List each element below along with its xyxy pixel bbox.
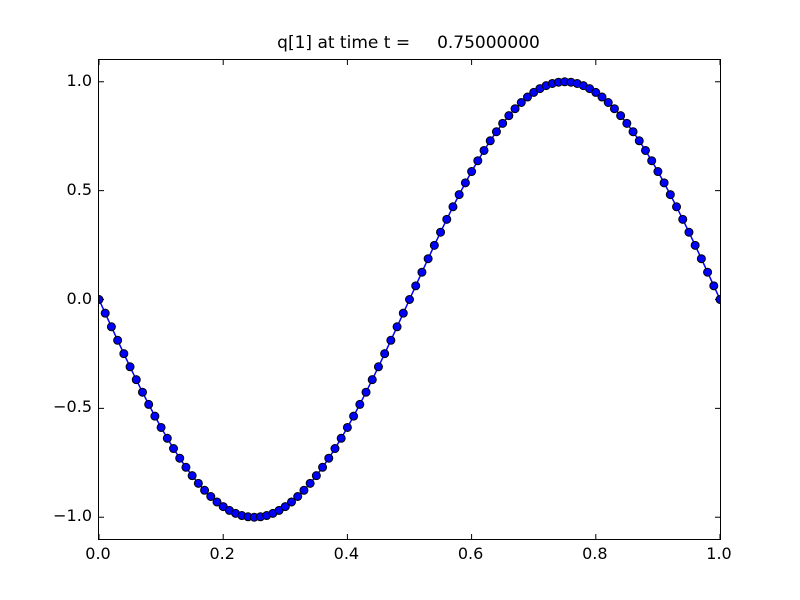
data-point-marker [137, 387, 147, 397]
data-point-marker [423, 254, 433, 264]
data-point-marker [318, 462, 328, 472]
x-tick-label: 0.8 [582, 544, 608, 563]
data-point-marker [287, 497, 297, 507]
data-point-marker [690, 240, 700, 250]
data-point-marker [678, 214, 688, 224]
data-point-marker [628, 127, 638, 137]
data-point-marker [106, 322, 116, 332]
data-point-marker [640, 145, 650, 155]
plot-svg [99, 60, 720, 539]
data-point-marker [119, 349, 129, 359]
data-point-marker [460, 178, 470, 188]
x-tick-label: 1.0 [706, 544, 732, 563]
data-point-marker [485, 136, 495, 146]
data-point-marker [479, 145, 489, 155]
data-point-marker [125, 362, 135, 372]
data-point-marker [709, 281, 719, 291]
chart-title: q[1] at time t = 0.75000000 [277, 33, 540, 53]
data-point-marker [510, 104, 520, 114]
data-point-marker [442, 214, 452, 224]
data-point-marker [392, 322, 402, 332]
data-point-marker [373, 362, 383, 372]
data-point-marker [305, 478, 315, 488]
data-point-marker [144, 399, 154, 409]
data-point-marker [99, 295, 104, 304]
data-point-marker [330, 444, 340, 454]
data-point-marker [156, 422, 166, 432]
data-point-marker [349, 411, 359, 421]
data-point-marker [491, 127, 501, 137]
data-point-marker [715, 295, 720, 304]
data-point-marker [616, 111, 626, 121]
data-point-marker [659, 178, 669, 188]
data-point-marker [609, 104, 619, 114]
data-point-marker [342, 422, 352, 432]
x-tick-label: 0.0 [85, 544, 111, 563]
data-point-marker [696, 254, 706, 264]
data-point-marker [113, 335, 123, 345]
data-point-marker [454, 190, 464, 200]
data-point-marker [622, 118, 632, 128]
y-tick-label: −1.0 [53, 506, 92, 526]
y-tick-label: −0.5 [53, 397, 92, 417]
data-point-marker [324, 453, 334, 463]
data-point-marker [647, 156, 657, 166]
data-point-marker [355, 399, 365, 409]
plot-area [98, 59, 721, 540]
data-point-marker [429, 240, 439, 250]
data-point-marker [193, 478, 203, 488]
data-point-marker [522, 92, 532, 102]
data-point-marker [150, 411, 160, 421]
data-point-marker [200, 485, 210, 495]
data-point-marker [293, 492, 303, 501]
x-tick-label: 0.4 [333, 544, 360, 563]
data-point-marker [591, 87, 601, 97]
data-point-marker [411, 281, 421, 291]
data-point-marker [280, 502, 290, 512]
x-tick-label: 0.6 [457, 544, 484, 563]
data-point-marker [448, 202, 458, 212]
data-point-marker [100, 308, 110, 318]
data-point-marker [162, 433, 172, 443]
data-point-marker [398, 308, 408, 318]
data-point-marker [405, 295, 414, 304]
data-point-marker [684, 227, 694, 237]
data-point-marker [175, 453, 185, 463]
data-point-marker [299, 485, 309, 495]
data-point-marker [504, 111, 514, 121]
data-point-marker [169, 444, 179, 454]
data-point-marker [498, 118, 508, 128]
data-point-marker [380, 349, 390, 359]
data-point-marker [436, 227, 446, 237]
data-point-marker [603, 98, 613, 107]
data-point-marker [311, 471, 321, 481]
data-point-marker [653, 167, 663, 177]
data-point-marker [634, 136, 644, 146]
data-point-marker [467, 167, 477, 177]
data-point-marker [516, 98, 526, 107]
data-point-marker [187, 471, 197, 481]
y-tick-label: 0.5 [66, 179, 92, 199]
data-point-marker [386, 335, 396, 345]
data-point-marker [206, 492, 216, 501]
data-point-marker [181, 462, 191, 472]
data-point-marker [336, 433, 346, 443]
data-point-marker [367, 375, 377, 385]
data-point-marker [703, 267, 713, 277]
data-point-marker [131, 375, 141, 385]
y-tick-label: 1.0 [66, 70, 92, 90]
x-tick-label: 0.2 [209, 544, 235, 563]
y-tick-label: 0.0 [66, 288, 92, 308]
data-point-marker [212, 497, 222, 507]
data-point-marker [665, 190, 675, 200]
data-point-marker [361, 387, 371, 397]
data-point-marker [672, 202, 682, 212]
data-point-marker [597, 92, 607, 102]
data-point-marker [473, 156, 483, 166]
data-point-marker [417, 267, 427, 277]
